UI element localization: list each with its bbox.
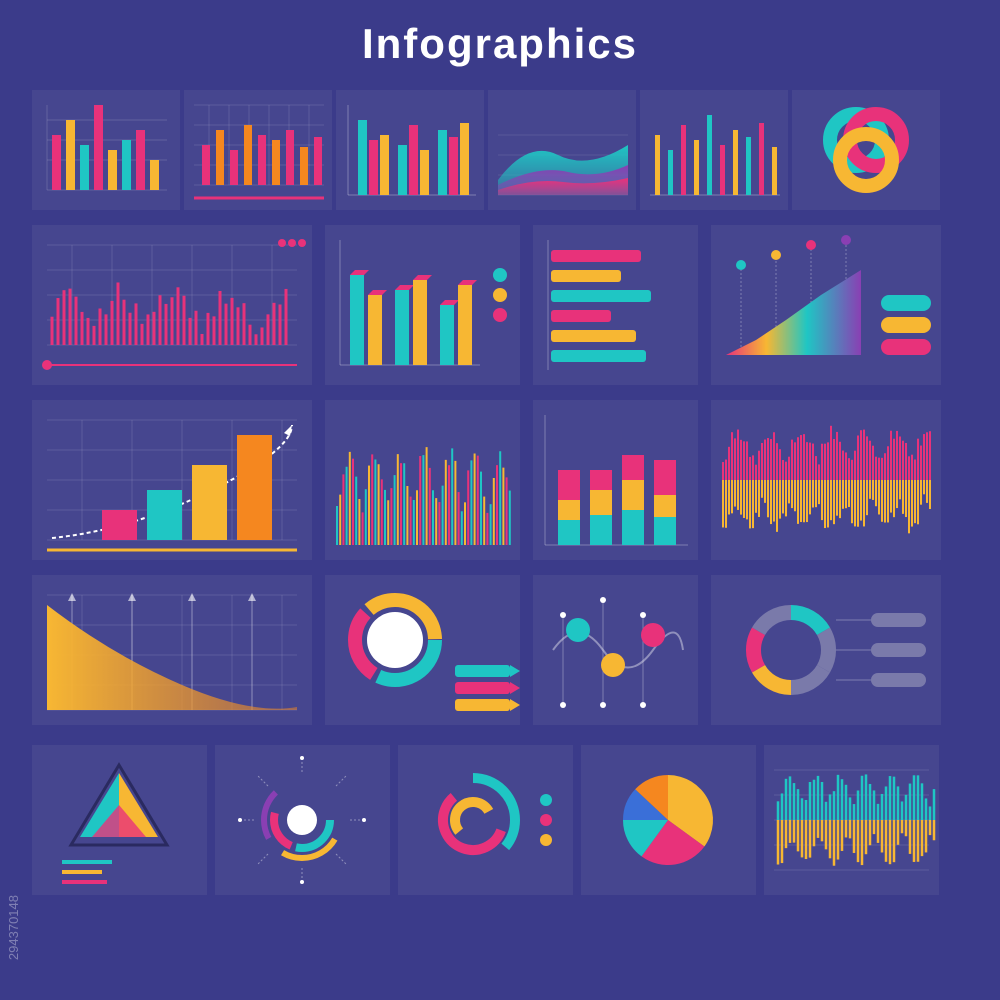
chart-r5c3: [398, 745, 573, 895]
chart-r4c1: [32, 575, 312, 725]
chart-r2c2: [325, 225, 520, 385]
chart-r3c2: [325, 400, 520, 560]
chart-r2c1: [32, 225, 312, 385]
chart-r1c1: [32, 90, 180, 210]
chart-r5c1: [32, 745, 207, 895]
chart-r1c5: [640, 90, 788, 210]
chart-r2c3: [533, 225, 698, 385]
chart-r2c4: [711, 225, 941, 385]
chart-r1c6: [792, 90, 940, 210]
chart-r3c4: [711, 400, 941, 560]
chart-r1c4: [488, 90, 636, 210]
grid: [47, 105, 167, 190]
chart-r3c1: [32, 400, 312, 560]
chart-r5c4: [581, 745, 756, 895]
chart-r4c3: [533, 575, 698, 725]
chart-r5c5: [764, 745, 939, 895]
page-title: Infographics: [0, 0, 1000, 78]
chart-r5c2: [215, 745, 390, 895]
chart-r4c4: [711, 575, 941, 725]
watermark-id: 294370148: [6, 895, 21, 960]
chart-r4c2: [325, 575, 520, 725]
chart-r1c3: [336, 90, 484, 210]
chart-r3c3: [533, 400, 698, 560]
chart-r1c2: [184, 90, 332, 210]
